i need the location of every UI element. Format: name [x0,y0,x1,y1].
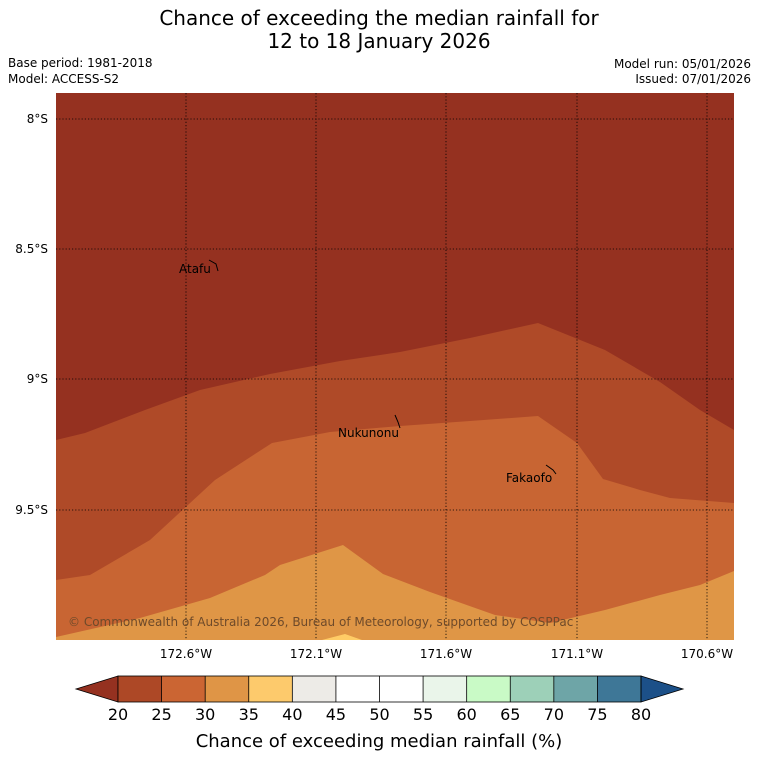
lat-tick-label: 8.5°S [15,242,48,256]
lon-tick-label: 171.1°W [551,647,603,661]
map-title-line1: Chance of exceeding the median rainfall … [159,6,599,30]
lon-tick-label: 172.6°W [160,647,212,661]
place-label-nukunonu: Nukunonu [338,426,399,440]
atafu-outline [208,259,219,272]
place-label-fakaofo: Fakaofo [506,471,552,485]
place-label-atafu: Atafu [179,262,211,276]
region-30 [56,416,734,640]
nukunonu-outline [394,414,401,429]
colorbar-segment [379,676,424,702]
colorbar-labels: 20 25 30 35 40 45 50 55 60 65 70 75 80 [108,705,651,724]
colorbar-segment [510,676,555,702]
colorbar-tick-label: 25 [151,705,171,724]
map-title-line2: 12 to 18 January 2026 [267,29,491,53]
colorbar-tick-label: 40 [282,705,302,724]
graticule [56,93,734,640]
region-40 [322,634,362,640]
colorbar-segment [292,676,337,702]
colorbar-segment [423,676,467,702]
lat-tick-label: 9.5°S [15,503,48,517]
colorbar-segment [161,676,206,702]
colorbar-segment [597,676,642,702]
lat-tick-label: 9°S [27,372,48,386]
forecast-map [56,93,734,640]
colorbar-segment [118,676,162,702]
colorbar-segments [118,676,642,702]
colorbar-frame [117,675,642,703]
island-outlines [208,259,557,475]
colorbar-tick-label: 35 [239,705,259,724]
colorbar-segment [205,676,250,702]
colorbar-title: Chance of exceeding median rainfall (%) [196,731,563,752]
latitude-ticks: 8°S 8.5°S 9°S 9.5°S [15,112,48,517]
colorbar-tick-label: 30 [195,705,215,724]
model-run-label: Model run: 05/01/2026 [613,57,751,71]
lon-tick-label: 170.6°W [681,647,733,661]
colorbar-segment [466,676,511,702]
issued-label: Issued: 07/01/2026 [635,72,751,86]
colorbar-segment [335,676,380,702]
colorbar-segment [553,676,598,702]
colorbar-tick-label: 55 [413,705,433,724]
colorbar-tick-label: 20 [108,705,128,724]
colorbar-under-arrow [74,675,119,703]
lon-tick-label: 171.6°W [420,647,472,661]
colorbar-tick-label: 50 [369,705,389,724]
colorbar: 20 25 30 35 40 45 50 55 60 65 70 75 80 Chance of exc… [74,675,685,752]
colorbar-tick-label: 75 [587,705,607,724]
colorbar-tick-label: 45 [326,705,346,724]
copyright-notice: © Commonwealth of Australia 2026, Bureau… [68,615,573,629]
lat-tick-label: 8°S [27,112,48,126]
longitude-ticks: 172.6°W 172.1°W 171.6°W 171.1°W 170.6°W [160,647,733,661]
base-period-label: Base period: 1981-2018 [8,56,153,70]
fakaofo-outline [545,464,557,475]
colorbar-segment [248,676,293,702]
lon-tick-label: 172.1°W [290,647,342,661]
colorbar-tick-label: 65 [500,705,520,724]
colorbar-tick-label: 70 [544,705,564,724]
colorbar-tick-label: 80 [631,705,651,724]
region-35 [56,545,734,640]
colorbar-over-arrow [640,675,685,703]
colorbar-tick-label: 60 [456,705,476,724]
model-label: Model: ACCESS-S2 [8,72,120,86]
